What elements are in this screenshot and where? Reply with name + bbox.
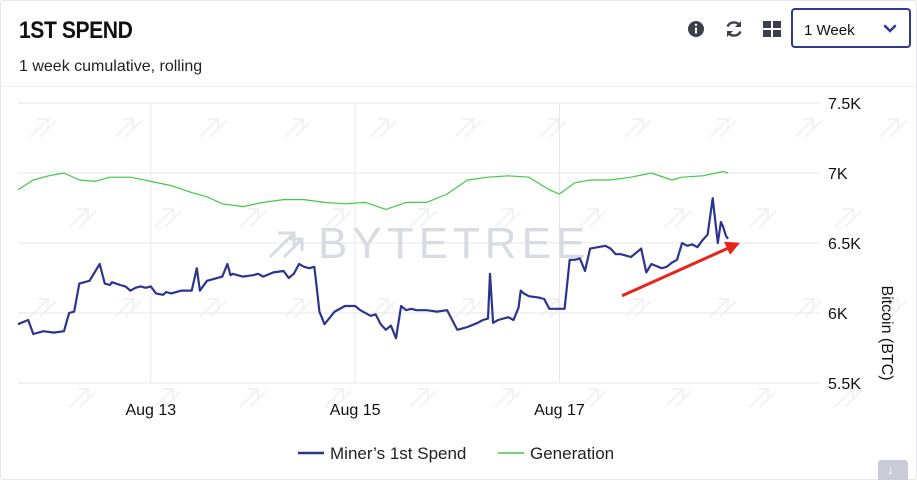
x-tick-label: Aug 13 xyxy=(125,402,176,419)
watermark-mark xyxy=(324,388,352,408)
header-divider xyxy=(0,86,915,87)
watermark-mark xyxy=(284,298,312,318)
watermark-mark xyxy=(324,208,352,228)
legend-item-label[interactable]: Miner’s 1st Spend xyxy=(330,444,466,463)
annotation-arrow-shaft xyxy=(621,245,731,298)
y-tick-label: 7.5K xyxy=(828,96,861,113)
watermark-mark xyxy=(879,118,907,138)
period-dropdown-value: 1 Week xyxy=(804,22,855,39)
watermark-mark xyxy=(794,298,822,318)
chart-grid xyxy=(18,102,820,384)
y-tick-label: 6K xyxy=(828,306,848,323)
legend-item-label[interactable]: Generation xyxy=(530,444,614,463)
watermark-mark xyxy=(494,208,522,228)
watermark-mark xyxy=(454,118,482,138)
refresh-icon[interactable] xyxy=(722,17,746,41)
arrow-down-icon: ↓ xyxy=(887,462,894,477)
info-icon[interactable] xyxy=(684,17,708,41)
watermark-mark xyxy=(199,118,227,138)
chart-legend: Miner’s 1st Spend Generation xyxy=(298,444,614,463)
watermark-mark xyxy=(409,388,437,408)
y-tick-label: 5.5K xyxy=(828,376,861,393)
annotation-arrow-head xyxy=(724,241,741,255)
series-layer xyxy=(17,171,729,340)
watermark-mark xyxy=(624,298,652,318)
scroll-down-button[interactable]: ↓ xyxy=(878,460,908,480)
x-tick-label: Aug 15 xyxy=(330,402,381,419)
watermark-mark xyxy=(664,208,692,228)
watermark-mark xyxy=(794,118,822,138)
watermark-mark xyxy=(709,298,737,318)
annotation-arrow xyxy=(621,241,741,298)
watermark-mark xyxy=(29,118,57,138)
watermark-mark xyxy=(579,388,607,408)
y-tick-label: 7K xyxy=(828,166,848,183)
chevron-down-icon xyxy=(883,24,897,33)
watermark-mark xyxy=(749,388,777,408)
grid-icon[interactable] xyxy=(760,17,784,41)
watermark-mark xyxy=(749,208,777,228)
watermark-pattern xyxy=(29,118,907,408)
watermark-mark xyxy=(154,388,182,408)
watermark-mark xyxy=(29,298,57,318)
page-title: 1ST SPEND xyxy=(19,17,133,44)
watermark-mark xyxy=(69,208,97,228)
watermark-mark xyxy=(624,118,652,138)
watermark-mark xyxy=(69,388,97,408)
watermark-mark xyxy=(154,208,182,228)
y-tick-label: 6.5K xyxy=(828,236,861,253)
watermark-mark xyxy=(199,298,227,318)
watermark-mark xyxy=(409,208,437,228)
watermark-mark xyxy=(114,118,142,138)
watermark-mark xyxy=(834,208,862,228)
watermark-mark xyxy=(879,298,907,318)
watermark-mark xyxy=(539,118,567,138)
watermark-mark xyxy=(664,388,692,408)
watermark-mark xyxy=(369,118,397,138)
x-axis-ticks: Aug 13 Aug 15 Aug 17 xyxy=(125,402,584,419)
series-line-generation xyxy=(17,171,729,210)
y-axis-ticks: 5.5K 6K 6.5K 7K 7.5K xyxy=(828,96,861,393)
chart-subtitle: 1 week cumulative, rolling xyxy=(19,58,203,75)
watermark-mark xyxy=(239,208,267,228)
watermark-arrow-icon xyxy=(268,231,304,259)
period-dropdown[interactable]: 1 Week xyxy=(791,8,911,48)
series-line-miners-1st-spend xyxy=(17,197,729,340)
watermark-mark xyxy=(284,118,312,138)
watermark-mark xyxy=(709,118,737,138)
watermark-mark xyxy=(494,388,522,408)
watermark-mark xyxy=(239,388,267,408)
y-axis-label: Bitcoin (BTC) xyxy=(878,285,895,380)
watermark-mark xyxy=(114,298,142,318)
bytetree-watermark: BYTETREE xyxy=(268,219,590,268)
watermark-mark xyxy=(579,208,607,228)
watermark-text: BYTETREE xyxy=(318,219,590,268)
x-tick-label: Aug 17 xyxy=(534,402,585,419)
watermark-mark xyxy=(454,298,482,318)
watermark-mark xyxy=(834,388,862,408)
